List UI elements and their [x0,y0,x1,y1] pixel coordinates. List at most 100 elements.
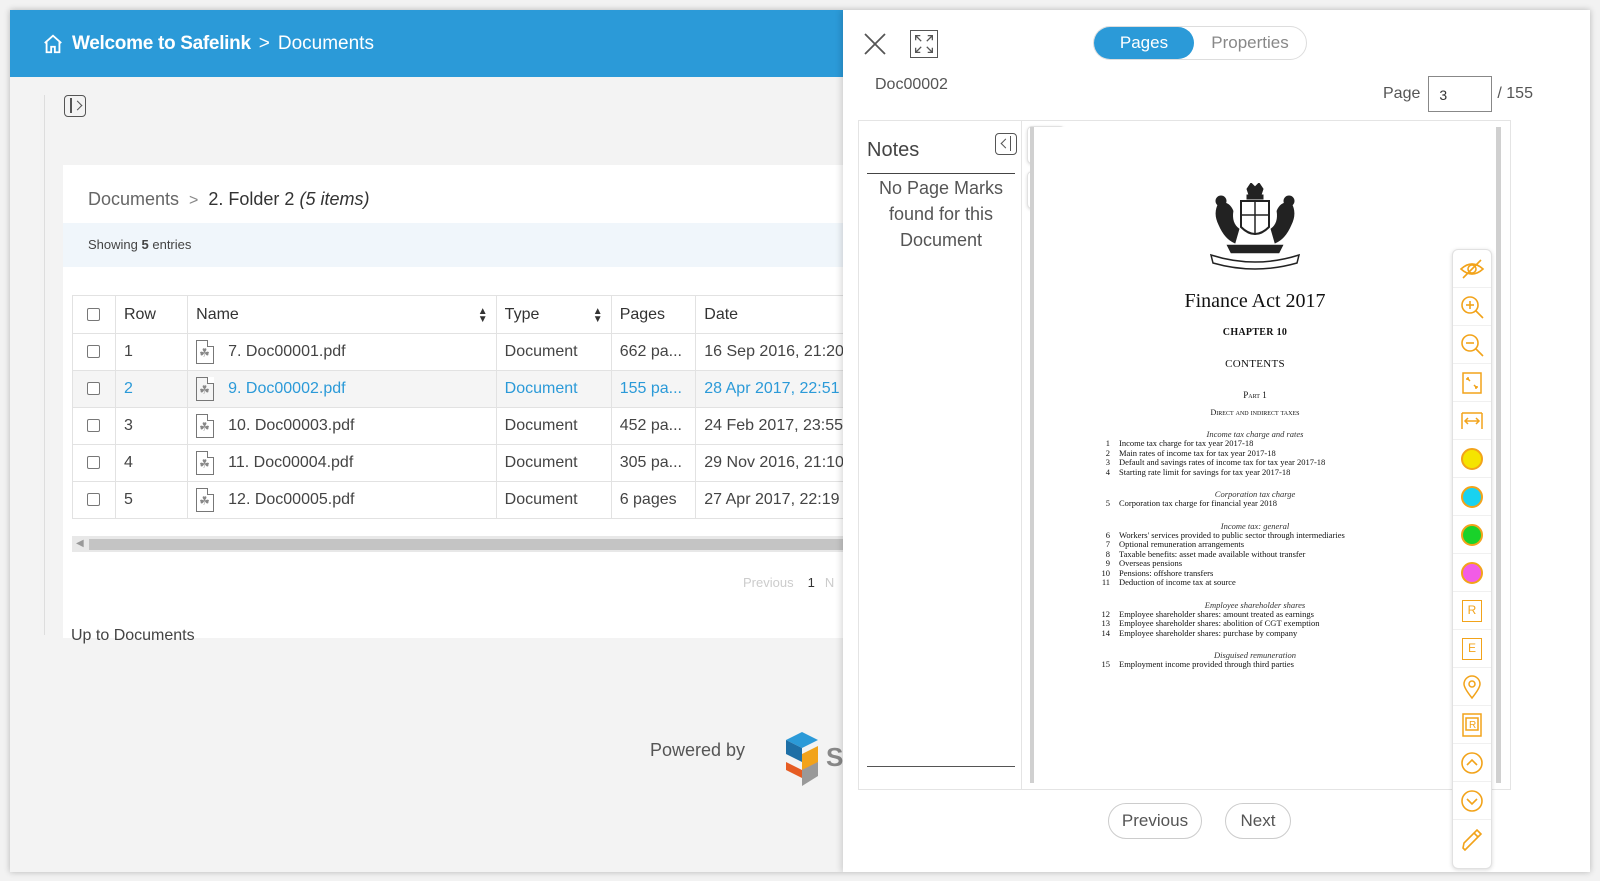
page-number-input[interactable]: 3 [1428,76,1493,112]
file-name[interactable]: 7. Doc00001.pdf [228,343,346,361]
next-page-button[interactable]: Next [1225,803,1291,839]
row-name-cell[interactable]: 11. Doc00004.pdf [187,444,497,482]
zoom-in-button[interactable] [1453,288,1491,326]
select-all-checkbox[interactable] [87,307,101,321]
column-type-label: Type [504,305,540,323]
row-name-cell[interactable]: 12. Doc00005.pdf [187,481,497,519]
notes-empty-message: No Page Marks found for this Document [878,178,1004,250]
fullscreen-icon[interactable] [910,30,938,58]
pdf-file-icon [196,377,215,401]
fit-page-button[interactable] [1453,364,1491,402]
toc-item-text: Deduction of income tax at source [1119,577,1236,587]
viewer-frame: Notes No Page Marks found for this Docum… [858,120,1511,869]
toc-item-text: Employment income provided through third… [1119,659,1294,669]
highlight-green-button[interactable] [1453,516,1491,554]
breadcrumb-separator: > [189,192,199,209]
pagination-previous[interactable]: Previous [743,575,794,590]
row-type: Document [495,407,612,445]
column-row[interactable]: Row [114,295,189,334]
row-checkbox[interactable] [87,345,101,359]
toggle-annotations-button[interactable] [1453,250,1491,288]
file-name[interactable]: 12. Doc00005.pdf [228,491,355,509]
highlight-cyan-button[interactable] [1453,478,1491,516]
table-row[interactable]: 1 7. Doc00001.pdf Document 662 pa... 16 … [72,333,853,371]
document-page: Finance Act 2017 CHAPTER 10 CONTENTS Par… [1095,182,1415,670]
zoom-out-button[interactable] [1453,326,1491,364]
app-window: Welcome to Safelink > Documents Document… [10,10,1590,872]
scroll-left-icon[interactable]: ◀ [76,538,84,549]
column-date[interactable]: Date [695,295,853,334]
expand-sidebar-icon[interactable] [64,95,86,117]
toc-item-number: 11 [1101,577,1110,587]
app-title[interactable]: Welcome to Safelink [72,32,251,54]
draw-button[interactable] [1453,820,1491,858]
scrollbar-thumb[interactable] [89,539,853,550]
fit-width-button[interactable] [1453,402,1491,440]
map-pin-icon [1463,674,1481,699]
row-checkbox[interactable] [87,382,101,396]
column-pages[interactable]: Pages [610,295,697,334]
tab-pages[interactable]: Pages [1094,27,1194,59]
page-canvas[interactable]: Finance Act 2017 CHAPTER 10 CONTENTS Par… [1030,127,1502,783]
home-icon[interactable] [42,33,64,55]
edit-mark-button[interactable]: E [1453,630,1491,668]
chevron-down-circle-icon [1461,789,1483,812]
viewer-tabs: Pages Properties [1093,26,1307,60]
table-row[interactable]: 5 12. Doc00005.pdf Document 6 pages 27 A… [72,481,853,519]
eye-hidden-icon [1459,258,1485,279]
row-checkbox[interactable] [87,456,101,470]
sort-icon[interactable]: ▲ ▼ [592,305,603,325]
redaction-page-button[interactable]: R [1453,706,1491,744]
column-name-label: Name [196,305,239,323]
toc-section-heading: Employee shareholder shares [1204,599,1306,610]
row-type: Document [495,481,612,519]
showing-suffix: entries [152,237,192,252]
row-name-cell[interactable]: 7. Doc00001.pdf [187,333,497,371]
toc-item: 14 Employee shareholder shares: purchase … [1095,627,1415,639]
table-row[interactable]: 3 10. Doc00003.pdf Document 452 pa... 24… [72,407,853,445]
toc-item: 11 Deduction of income tax at source [1095,577,1415,588]
close-icon[interactable] [863,32,887,56]
highlight-pink-button[interactable] [1453,554,1491,592]
sort-icon[interactable]: ▲ ▼ [477,305,488,325]
row-name-cell[interactable]: 9. Doc00002.pdf [187,370,497,408]
toc-item-number: 14 [1101,627,1111,638]
documents-panel: Documents >2. Folder 2 (5 items) Showing … [63,165,853,644]
folder-breadcrumb: Documents >2. Folder 2 (5 items) [88,189,369,210]
column-name[interactable]: Name ▲ ▼ [187,295,497,334]
notes-bottom-divider [867,766,1015,767]
breadcrumb-folder: 2. Folder 2 [208,189,295,209]
previous-page-button[interactable]: Previous [1108,803,1202,839]
toc-item-number: 15 [1101,659,1111,669]
row-date: 16 Sep 2016, 21:20 [695,333,853,371]
row-checkbox[interactable] [87,419,101,433]
row-checkbox[interactable] [87,493,101,507]
file-name[interactable]: 10. Doc00003.pdf [228,417,355,435]
toc-item-text: Pensions: offshore transfers [1119,567,1214,578]
next-mark-button[interactable] [1453,782,1491,820]
tab-properties[interactable]: Properties [1211,33,1289,52]
up-to-documents-link[interactable]: Up to Documents [71,627,195,644]
sidebar-divider [44,95,45,635]
toc-item-number: 2 [1105,447,1110,458]
breadcrumb-root[interactable]: Documents [88,189,180,209]
header-section[interactable]: Documents [277,32,374,54]
redact-button[interactable]: R [1453,592,1491,630]
collapse-notes-icon[interactable] [995,133,1017,155]
file-name[interactable]: 9. Doc00002.pdf [228,380,346,398]
pagination-next[interactable]: N [824,575,835,590]
document-viewer: Pages Properties Doc00002 Page 3 / 155 N… [843,10,1590,872]
table-row[interactable]: 2 9. Doc00002.pdf Document 155 pa... 28 … [72,370,853,408]
horizontal-scrollbar[interactable]: ◀ [72,536,853,552]
pagination-current[interactable]: 1 [807,575,815,590]
pin-button[interactable] [1453,668,1491,706]
yellow-color-swatch [1461,447,1483,470]
column-type[interactable]: Type ▲ ▼ [495,295,612,334]
toc-item-text: Income tax charge for tax year 2017-18 [1119,438,1254,448]
previous-mark-button[interactable] [1453,744,1491,782]
page-vertical-scrollbar[interactable] [1496,127,1501,783]
file-name[interactable]: 11. Doc00004.pdf [228,454,354,472]
row-name-cell[interactable]: 10. Doc00003.pdf [187,407,497,445]
highlight-yellow-button[interactable] [1453,440,1491,478]
table-row[interactable]: 4 11. Doc00004.pdf Document 305 pa... 29… [72,444,853,482]
